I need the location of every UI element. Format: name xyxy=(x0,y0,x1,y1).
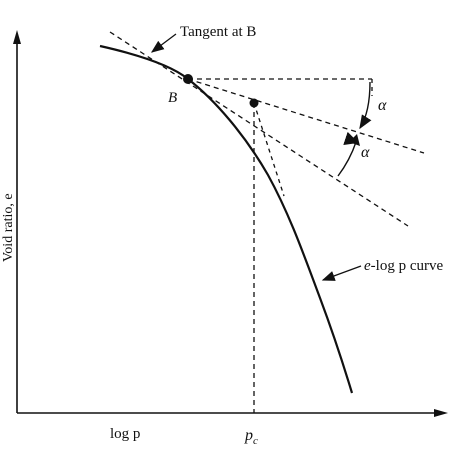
curve-label: e-log p curve xyxy=(364,258,443,274)
alpha-lower-label: α xyxy=(361,144,370,161)
y-axis-label: Void ratio, e xyxy=(1,193,16,262)
e-log-p-curve xyxy=(99,44,354,394)
point-b-marker xyxy=(183,74,193,84)
point-b-label: B xyxy=(168,90,177,106)
tangent-label: Tangent at B xyxy=(180,24,256,40)
alpha-lower-arrow xyxy=(349,134,360,146)
tangent-label-arrow xyxy=(150,33,177,53)
bisector-line xyxy=(187,78,425,154)
intersection-dot xyxy=(249,98,259,108)
y-axis-arrow xyxy=(13,30,21,44)
alpha-lower-arc xyxy=(337,131,359,177)
curve-label-arrow xyxy=(321,265,362,281)
pc-label: pc xyxy=(244,427,258,447)
x-axis-arrow xyxy=(434,409,448,417)
alpha-upper-label: α xyxy=(378,97,387,114)
x-axis-label: log p xyxy=(110,426,140,442)
alpha-upper-arc xyxy=(359,81,372,130)
dot-to-curve-line xyxy=(253,102,285,197)
